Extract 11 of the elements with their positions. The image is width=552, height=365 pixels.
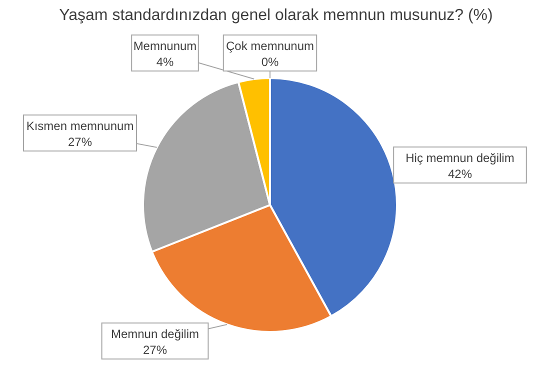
slice-label: Hiç memnun değilim <box>406 151 514 165</box>
chart-title: Yaşam standardınızdan genel olarak memnun musunuz? (%) <box>59 7 493 24</box>
slice-label: Kısmen memnunum <box>26 119 134 133</box>
text: 0% <box>261 55 279 69</box>
slice-label: Memnunum <box>133 39 197 53</box>
data-label: 27% <box>142 343 168 357</box>
data-label: 4% <box>156 55 174 69</box>
data-label: 42% <box>448 167 472 181</box>
data-label: 27% <box>68 135 92 149</box>
category-label: Çok memnunum <box>226 39 314 53</box>
slice-label: Memnun değilim <box>110 327 200 341</box>
